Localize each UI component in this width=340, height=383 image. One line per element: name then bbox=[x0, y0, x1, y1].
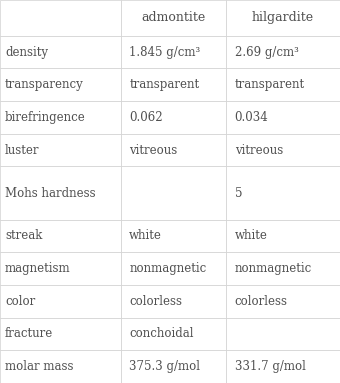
Text: molar mass: molar mass bbox=[5, 360, 73, 373]
Text: density: density bbox=[5, 46, 48, 59]
Bar bbox=[121, 252, 226, 285]
Bar bbox=[121, 101, 226, 134]
Bar bbox=[226, 101, 340, 134]
Text: 2.69 g/cm³: 2.69 g/cm³ bbox=[235, 46, 299, 59]
Text: 5: 5 bbox=[235, 187, 242, 200]
Bar bbox=[226, 134, 340, 167]
Text: colorless: colorless bbox=[129, 295, 182, 308]
Bar bbox=[0, 101, 121, 134]
Bar bbox=[121, 134, 226, 167]
Bar bbox=[226, 0, 340, 36]
Bar bbox=[121, 36, 226, 69]
Text: conchoidal: conchoidal bbox=[129, 327, 194, 340]
Bar bbox=[226, 219, 340, 252]
Bar bbox=[0, 167, 121, 219]
Text: color: color bbox=[5, 295, 35, 308]
Bar bbox=[121, 318, 226, 350]
Text: transparent: transparent bbox=[129, 78, 199, 91]
Text: hilgardite: hilgardite bbox=[252, 11, 314, 25]
Bar bbox=[0, 350, 121, 383]
Bar bbox=[121, 69, 226, 101]
Bar bbox=[121, 167, 226, 219]
Text: Mohs hardness: Mohs hardness bbox=[5, 187, 96, 200]
Bar bbox=[0, 219, 121, 252]
Bar bbox=[226, 285, 340, 318]
Bar bbox=[121, 285, 226, 318]
Text: colorless: colorless bbox=[235, 295, 288, 308]
Text: birefringence: birefringence bbox=[5, 111, 86, 124]
Text: 0.062: 0.062 bbox=[129, 111, 163, 124]
Text: vitreous: vitreous bbox=[235, 144, 283, 157]
Bar bbox=[226, 167, 340, 219]
Bar bbox=[0, 285, 121, 318]
Bar bbox=[121, 219, 226, 252]
Text: luster: luster bbox=[5, 144, 39, 157]
Bar bbox=[0, 134, 121, 167]
Bar bbox=[226, 252, 340, 285]
Bar bbox=[226, 69, 340, 101]
Text: 1.845 g/cm³: 1.845 g/cm³ bbox=[129, 46, 201, 59]
Text: 0.034: 0.034 bbox=[235, 111, 268, 124]
Text: nonmagnetic: nonmagnetic bbox=[129, 262, 206, 275]
Text: 375.3 g/mol: 375.3 g/mol bbox=[129, 360, 200, 373]
Text: magnetism: magnetism bbox=[5, 262, 71, 275]
Text: nonmagnetic: nonmagnetic bbox=[235, 262, 312, 275]
Text: fracture: fracture bbox=[5, 327, 53, 340]
Text: streak: streak bbox=[5, 229, 42, 242]
Bar bbox=[0, 0, 121, 36]
Bar bbox=[0, 36, 121, 69]
Text: admontite: admontite bbox=[141, 11, 205, 25]
Bar bbox=[226, 36, 340, 69]
Bar bbox=[226, 318, 340, 350]
Text: white: white bbox=[129, 229, 162, 242]
Bar bbox=[0, 318, 121, 350]
Text: transparent: transparent bbox=[235, 78, 305, 91]
Text: vitreous: vitreous bbox=[129, 144, 177, 157]
Bar bbox=[121, 0, 226, 36]
Text: 331.7 g/mol: 331.7 g/mol bbox=[235, 360, 305, 373]
Text: transparency: transparency bbox=[5, 78, 84, 91]
Text: white: white bbox=[235, 229, 268, 242]
Bar bbox=[0, 69, 121, 101]
Bar bbox=[121, 350, 226, 383]
Bar bbox=[0, 252, 121, 285]
Bar bbox=[226, 350, 340, 383]
